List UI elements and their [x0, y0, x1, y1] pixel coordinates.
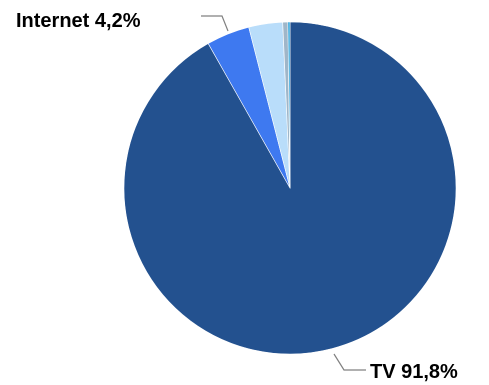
internet-leader-line — [201, 15, 229, 32]
pie-slice-unlabeled-4 — [287, 21, 291, 189]
tv-leader-line — [333, 353, 366, 371]
tv-data-label: TV 91,8% — [370, 361, 458, 383]
pie-slices — [123, 21, 457, 355]
internet-data-label: Internet 4,2% — [16, 10, 141, 32]
